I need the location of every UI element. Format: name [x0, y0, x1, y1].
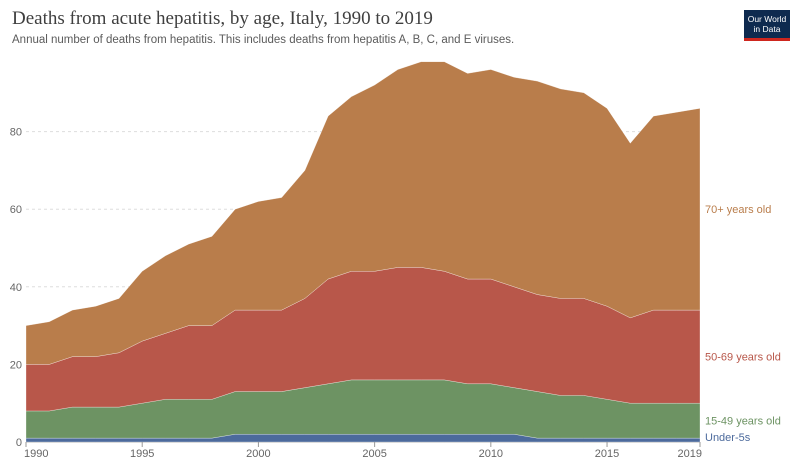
y-tick-label: 0: [16, 437, 22, 449]
area-70-years-old[interactable]: [25, 61, 701, 365]
x-axis: 1990 1995 2000 2005 2010 2015 2019: [24, 442, 702, 460]
legend-label: Under-5s: [705, 432, 751, 444]
logo-line-1: Our World: [747, 14, 787, 24]
legend-label: 70+ years old: [705, 204, 771, 216]
y-axis: 0 20 40 60 80: [10, 127, 22, 449]
y-tick-label: 80: [10, 127, 22, 139]
x-tick-label: 2010: [479, 448, 503, 460]
y-tick-label: 40: [10, 282, 22, 294]
logo-line-2: in Data: [753, 24, 781, 34]
x-tick-label: 1995: [130, 448, 154, 460]
legend: Under-5s 15-49 years old 50-69 years old 70…: [705, 204, 781, 444]
chart-subtitle: Annual number of deaths from hepatitis. …: [12, 34, 515, 46]
y-tick-label: 20: [10, 359, 22, 371]
legend-label: 50-69 years old: [705, 352, 781, 364]
owid-logo[interactable]: Our World in Data: [744, 10, 790, 41]
x-tick-label: 1990: [24, 448, 48, 460]
series-areas: [25, 61, 701, 443]
x-tick-label: 2019: [678, 448, 702, 460]
legend-label: 15-49 years old: [705, 416, 781, 428]
x-tick-label: 2005: [362, 448, 386, 460]
chart-title: Deaths from acute hepatitis, by age, Ita…: [12, 8, 433, 29]
y-tick-label: 60: [10, 204, 22, 216]
x-tick-label: 2000: [246, 448, 270, 460]
x-tick-label: 2015: [595, 448, 619, 460]
